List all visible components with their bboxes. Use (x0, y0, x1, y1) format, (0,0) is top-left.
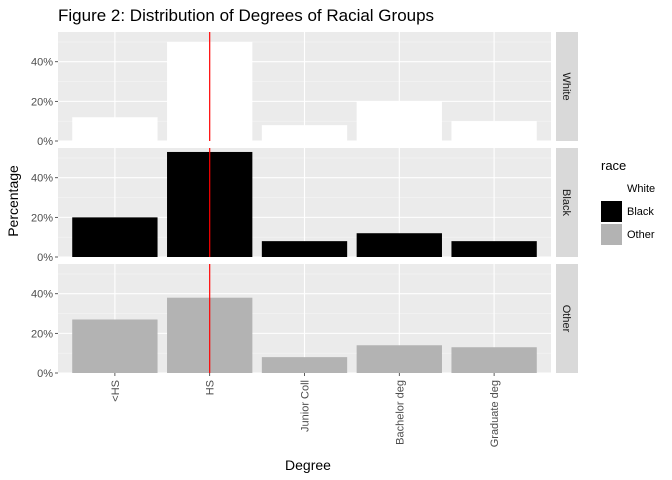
legend-key-other (601, 224, 622, 245)
bar-other-4 (451, 347, 537, 373)
bar-white-3 (356, 101, 442, 141)
bar-black-0 (72, 217, 158, 257)
bar-white-0 (72, 117, 158, 141)
legend-label: Black (627, 206, 654, 218)
facet-strip-label: White (560, 72, 572, 100)
legend-label: Other (627, 229, 655, 241)
y-tick-label: 20% (31, 212, 53, 224)
legend-key-white (601, 178, 622, 199)
facet-panel-other: 0% 20% 40% Other (31, 264, 578, 380)
bar-other-0 (72, 319, 158, 373)
facet-panel-black: 0% 20% 40% Black (31, 148, 578, 264)
facet-panel-white: 0% 20% 40% White (31, 32, 578, 148)
y-tick-label: 40% (31, 173, 53, 185)
x-tick-label: <HS (110, 380, 122, 402)
y-tick-label: 0% (37, 368, 53, 380)
facet-strip-label: Black (560, 189, 572, 216)
legend-key-black (601, 201, 622, 222)
bar-other-2 (261, 357, 348, 373)
y-tick-label: 20% (31, 328, 53, 340)
x-tick-label: Bachelor deg (394, 380, 406, 445)
chart-title: Figure 2: Distribution of Degrees of Rac… (58, 6, 434, 25)
x-tick-label: HS (205, 380, 217, 395)
bar-white-2 (261, 125, 348, 141)
facet-panels: 0% 20% 40% White 0% 20% 40% Black 0% 20% 40% Other (31, 32, 578, 380)
y-tick-label: 20% (31, 96, 53, 108)
bar-black-4 (451, 241, 537, 257)
x-axis-title: Degree (285, 457, 331, 473)
y-tick-label: 40% (31, 289, 53, 301)
x-tick-label: Graduate deg (489, 380, 501, 447)
y-tick-label: 40% (31, 57, 53, 69)
y-tick-label: 0% (37, 136, 53, 148)
legend-label: White (627, 183, 655, 195)
facet-strip-label: Other (560, 305, 572, 333)
facet-strip (556, 264, 578, 373)
facet-strip (556, 32, 578, 141)
bar-white-4 (451, 121, 537, 141)
legend: race White Black Other (601, 158, 655, 245)
x-tick-label: Junior Coll (300, 380, 312, 432)
bar-black-3 (356, 233, 442, 257)
facet-strip (556, 148, 578, 257)
legend-title: race (601, 158, 626, 173)
bar-other-3 (356, 345, 442, 373)
bar-black-2 (261, 241, 348, 257)
x-axis-ticks: <HS HS Junior Coll Bachelor deg Graduate deg (110, 373, 501, 447)
y-axis-title: Percentage (5, 165, 21, 237)
y-tick-label: 0% (37, 252, 53, 264)
